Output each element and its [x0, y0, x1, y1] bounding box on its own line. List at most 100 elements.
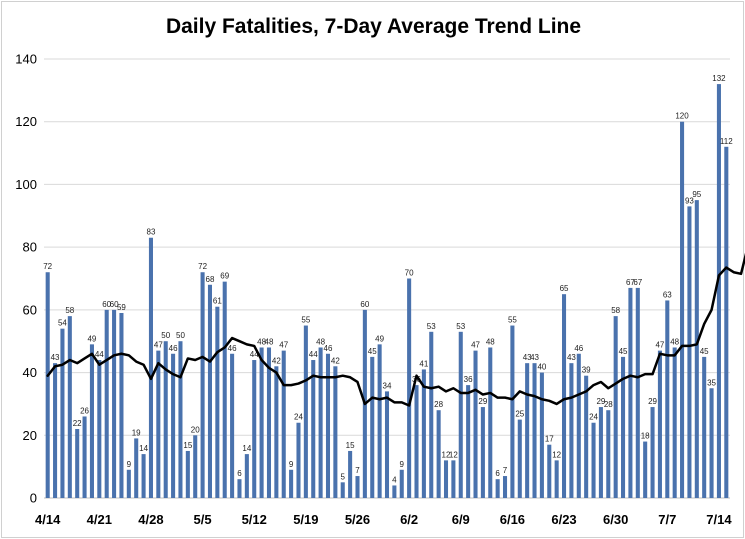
y-tick-label: 40 [23, 365, 37, 380]
bar-value-label: 53 [427, 322, 436, 331]
bar-value-label: 40 [537, 363, 546, 372]
x-tick-label: 6/23 [551, 512, 576, 527]
bar [148, 237, 153, 499]
bar [392, 485, 397, 498]
x-tick-label: 7/7 [658, 512, 676, 527]
bar-value-label: 67 [633, 278, 642, 287]
bar-value-label: 44 [95, 350, 104, 359]
x-tick-label: 5/19 [293, 512, 318, 527]
bar [82, 416, 87, 498]
bar-value-label: 48 [670, 337, 679, 346]
bar-value-label: 17 [545, 435, 554, 444]
bar-value-label: 9 [289, 460, 294, 469]
bar-value-label: 41 [419, 359, 428, 368]
bar-value-label: 47 [471, 341, 480, 350]
bar [407, 278, 412, 498]
bar [185, 450, 190, 498]
bar-value-label: 93 [685, 196, 694, 205]
bar [466, 385, 471, 498]
bar-value-label: 70 [405, 269, 414, 278]
bar-value-label: 46 [228, 344, 237, 353]
bar [178, 341, 183, 498]
bar [104, 309, 109, 498]
bar [709, 388, 714, 498]
bar [554, 460, 559, 498]
bar-value-label: 61 [213, 297, 222, 306]
bar-value-label: 132 [712, 74, 726, 83]
bar-value-label: 47 [655, 341, 664, 350]
y-tick-label: 0 [30, 491, 37, 506]
y-tick-label: 80 [23, 240, 37, 255]
bar-value-label: 12 [449, 450, 458, 459]
x-tick-label: 5/12 [242, 512, 267, 527]
bar [694, 200, 699, 499]
bar-value-label: 34 [383, 381, 392, 390]
bar [259, 347, 264, 498]
bar-value-label: 48 [257, 337, 266, 346]
x-tick-label: 4/21 [87, 512, 112, 527]
bar [606, 410, 611, 498]
bar [53, 363, 58, 498]
grid-lines [44, 58, 730, 499]
bar [244, 454, 249, 498]
x-tick-label: 6/16 [500, 512, 525, 527]
bar-value-label: 58 [611, 306, 620, 315]
bar-value-label: 24 [589, 413, 598, 422]
bar [525, 363, 530, 498]
bar [613, 316, 618, 498]
bar [325, 353, 331, 498]
bar [488, 347, 493, 498]
bar-value-label: 36 [464, 375, 473, 384]
bar [45, 272, 50, 498]
x-tick-label: 4/14 [35, 512, 61, 527]
bar-value-label: 58 [65, 306, 74, 315]
bar-value-label: 43 [530, 353, 539, 362]
y-tick-label: 100 [15, 177, 37, 192]
bar-value-label: 12 [442, 450, 451, 459]
bar-value-label: 60 [102, 300, 111, 309]
bar-value-label: 60 [110, 300, 119, 309]
bar [547, 444, 552, 498]
bar [539, 372, 544, 498]
bar [584, 375, 589, 498]
bar [207, 284, 212, 498]
y-tick-label: 120 [15, 114, 37, 129]
bar [377, 344, 382, 498]
bar [591, 422, 596, 498]
x-tick-label: 6/9 [452, 512, 470, 527]
bar [451, 460, 456, 498]
bar-value-label: 54 [58, 319, 67, 328]
bar [340, 482, 345, 498]
bar-value-label: 60 [360, 300, 369, 309]
bar-value-label: 83 [147, 228, 156, 237]
bar [67, 316, 72, 498]
bar [163, 341, 168, 498]
bar [266, 347, 272, 498]
bar [414, 385, 419, 498]
bar [657, 350, 662, 498]
bar [562, 294, 567, 498]
y-tick-label: 140 [15, 52, 37, 67]
bar [289, 469, 294, 498]
bar-value-label: 24 [294, 413, 303, 422]
bar-value-label: 46 [574, 344, 583, 353]
bar [112, 309, 117, 498]
trend-line-series [46, 252, 745, 407]
bar [75, 429, 80, 498]
bar [171, 353, 176, 498]
y-tick-label: 20 [23, 428, 37, 443]
bar [421, 369, 426, 498]
bar [621, 356, 626, 498]
bar-value-label: 45 [368, 347, 377, 356]
bar-value-label: 5 [341, 472, 346, 481]
bar [443, 460, 449, 498]
bar-value-label: 7 [503, 466, 508, 475]
bar-value-label: 9 [400, 460, 405, 469]
bar-value-label: 19 [132, 428, 141, 437]
bar-value-label: 72 [43, 262, 52, 271]
bar-value-label: 22 [73, 419, 82, 428]
bar-value-label: 43 [51, 353, 60, 362]
bar-value-label: 46 [169, 344, 178, 353]
bar-value-label: 18 [641, 432, 650, 441]
bar-value-label: 26 [80, 406, 89, 415]
